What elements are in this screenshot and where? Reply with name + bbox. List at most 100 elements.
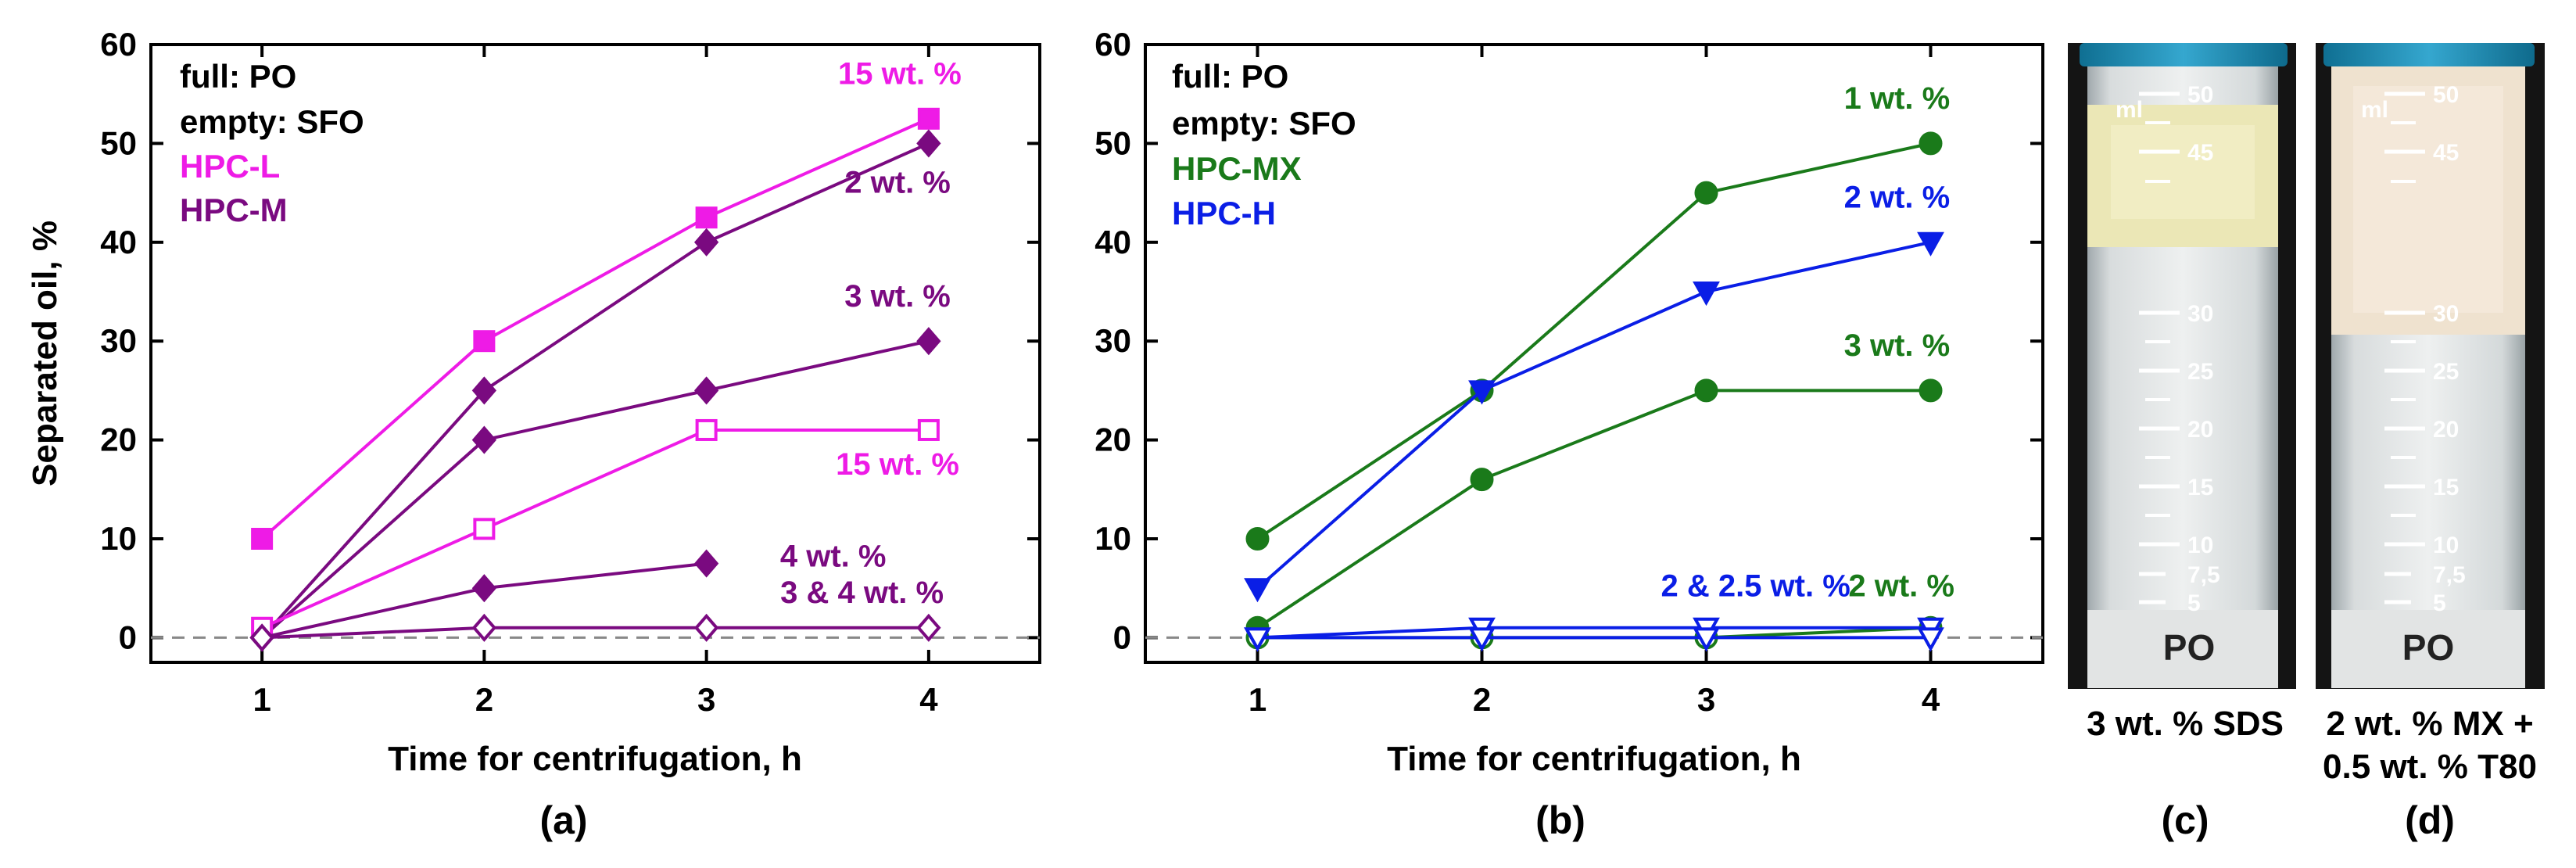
chart-b-y-tick-label: 10 — [1095, 520, 1131, 557]
photo-c-graduation-label: 50 — [2187, 82, 2213, 108]
chart-a-annotations: 15 wt. % 2 wt. % 3 wt. % 15 wt. % 4 wt. %3 &… — [780, 57, 962, 611]
photo-c-panel-label: (c) — [2161, 798, 2209, 842]
chart-a-series-3-point — [473, 518, 496, 540]
chart-b-series-1-line — [1256, 240, 1931, 590]
chart-b-y-tick-label: 20 — [1095, 421, 1131, 458]
chart-b-x-ticks: 1 2 3 4 — [1249, 45, 1940, 718]
chart-a-series-5-point — [471, 613, 497, 642]
photo-c-caption-0: 3 wt. % SDS — [2087, 705, 2284, 743]
chart-a-series-3-line — [261, 428, 929, 629]
chart-b-y-tick-label: 0 — [1113, 619, 1131, 655]
photo-c-tube-label: PO — [2163, 627, 2215, 668]
photo-d-graduation-label: 7,5 — [2433, 562, 2466, 588]
photo-c-unit-label: ml — [2116, 97, 2143, 123]
chart-a-annotation: 3 & 4 wt. % — [780, 576, 944, 610]
chart-b-panel-label: (b) — [1535, 798, 1585, 842]
chart-b-annotation: 3 wt. % — [1844, 328, 1951, 363]
chart-a-annotation: 3 wt. % — [844, 279, 951, 314]
chart-a-legend-3: HPC-M — [180, 192, 288, 228]
chart-b-series-2-point — [1919, 378, 1943, 403]
chart-a-series-1-point — [471, 376, 497, 405]
photo-c-graduation-label: 20 — [2187, 417, 2213, 443]
chart-a: 0 10 20 30 40 50 60 1 2 3 4 15 wt. % 2 wt. % 3 wt. … — [26, 26, 1041, 842]
chart-b-x-tick-label: 2 — [1473, 681, 1491, 718]
chart-b-x-tick-label: 1 — [1249, 681, 1267, 718]
chart-a-panel-label: (a) — [539, 798, 587, 842]
chart-b-y-tick-label: 40 — [1095, 224, 1131, 260]
chart-a-series-1-point — [916, 129, 941, 158]
chart-a-series-2-line — [260, 339, 930, 639]
photo-d-panel-label: (d) — [2405, 798, 2455, 842]
photo-c-graduation-label: 25 — [2187, 359, 2213, 385]
chart-a-legend: full: PO empty: SFO HPC-L HPC-M — [180, 58, 364, 228]
chart-b-x-tick-label: 4 — [1922, 681, 1940, 718]
chart-a-y-ticks: 0 10 20 30 40 50 60 — [100, 26, 1040, 655]
photo-d-cap — [2323, 43, 2535, 66]
chart-a-series-2-point — [471, 425, 497, 454]
chart-b-series-1-point — [1917, 231, 1944, 256]
chart-b-legend: full: PO empty: SFO HPC-MX HPC-H — [1172, 58, 1356, 231]
chart-b-annotation: 1 wt. % — [1844, 81, 1951, 116]
chart-b-y-tick-label: 60 — [1095, 26, 1131, 63]
chart-b-y-tick-label: 50 — [1095, 124, 1131, 161]
chart-a-frame — [149, 43, 1041, 664]
chart-b-y-tick-label: 30 — [1095, 322, 1131, 359]
chart-b-annotation: 2 & 2.5 wt. % — [1661, 569, 1850, 603]
chart-b-legend-0: full: PO — [1172, 58, 1288, 95]
chart-a-y-tick-label: 40 — [100, 224, 137, 260]
chart-b-x-tick-label: 3 — [1697, 681, 1715, 718]
photo-d-graduation-label: 25 — [2433, 359, 2459, 385]
chart-a-series-1-line — [260, 142, 930, 639]
chart-a-x-tick-label: 1 — [253, 681, 270, 718]
chart-b-series-0-point — [1694, 181, 1718, 205]
chart-a-y-tick-label: 20 — [100, 421, 137, 458]
photo-d-base — [2331, 610, 2525, 688]
photo-d-caption-0: 2 wt. % MX + — [2326, 705, 2533, 743]
chart-b-legend-1: empty: SFO — [1172, 105, 1356, 142]
chart-a-series-5-line — [262, 626, 929, 640]
chart-b-legend-3: HPC-H — [1172, 195, 1276, 231]
chart-b-series-5-point — [1468, 627, 1496, 652]
photo-d-cream-highlight — [2353, 86, 2503, 313]
chart-a-y-tick-label: 60 — [100, 26, 137, 63]
photo-d-graduation-label: 10 — [2433, 533, 2459, 558]
chart-a-series-0-point — [251, 528, 274, 550]
chart-a-series-0-point — [695, 206, 718, 229]
chart-a-series-0-point — [917, 107, 940, 130]
photo-c-base — [2087, 610, 2278, 688]
photo-c-graduation-label: 5 — [2187, 590, 2201, 616]
photo-d: 50 45 30 25 20 15 10 7,55 ml PO 2 wt. % MX + 0.… — [2316, 43, 2545, 842]
chart-b-series-1-point — [1244, 578, 1271, 603]
photo-c: 50 45 30 25 20 15 10 7,55 ml PO 3 wt. % SDS (c) — [2068, 43, 2296, 842]
photo-d-graduation-label: 15 — [2433, 475, 2459, 500]
chart-b-series-0-point — [1245, 527, 1270, 551]
photo-c-cap — [2080, 43, 2288, 66]
chart-b-series-5-point — [1917, 627, 1944, 652]
photo-c-graduations: 50 45 30 25 20 15 10 7,55 — [2139, 82, 2220, 616]
chart-a-series-5-point — [693, 613, 719, 642]
chart-b-series-5-point — [1693, 627, 1720, 652]
chart-a-series-1-point — [693, 228, 719, 256]
chart-a-series-5-point — [916, 613, 941, 642]
chart-a-series-4-point — [471, 574, 497, 603]
chart-a-y-tick-label: 10 — [100, 520, 137, 557]
chart-a-x-ticks: 1 2 3 4 — [253, 45, 938, 718]
chart-b-x-axis-label: Time for centrifugation, h — [1387, 740, 1801, 778]
chart-a-annotation: 2 wt. % — [844, 166, 951, 200]
photo-d-graduation-label: 5 — [2433, 590, 2446, 616]
chart-a-series-2-point — [916, 327, 941, 356]
chart-a-x-tick-label: 3 — [697, 681, 715, 718]
chart-b-series-1-point — [1468, 380, 1496, 405]
chart-b-series-4-line — [1257, 626, 1931, 640]
photo-c-graduation-label: 7,5 — [2187, 562, 2220, 588]
chart-b-series-0-line — [1256, 142, 1931, 540]
chart-b-annotation: 2 wt. % — [1844, 181, 1951, 215]
photo-d-graduation-label: 50 — [2433, 82, 2459, 108]
photo-d-caption-1: 0.5 wt. % T80 — [2323, 748, 2537, 786]
photo-c-graduation-label: 10 — [2187, 533, 2213, 558]
chart-a-annotation: 15 wt. % — [836, 447, 959, 482]
chart-b: 0 10 20 30 40 50 60 1 2 3 4 1 wt. % 2 wt. % 3 wt. %… — [1095, 26, 2044, 842]
chart-a-series-0-point — [473, 330, 496, 353]
chart-a-y-axis-label: Separated oil, % — [26, 221, 64, 486]
photo-d-graduation-label: 45 — [2433, 140, 2459, 166]
